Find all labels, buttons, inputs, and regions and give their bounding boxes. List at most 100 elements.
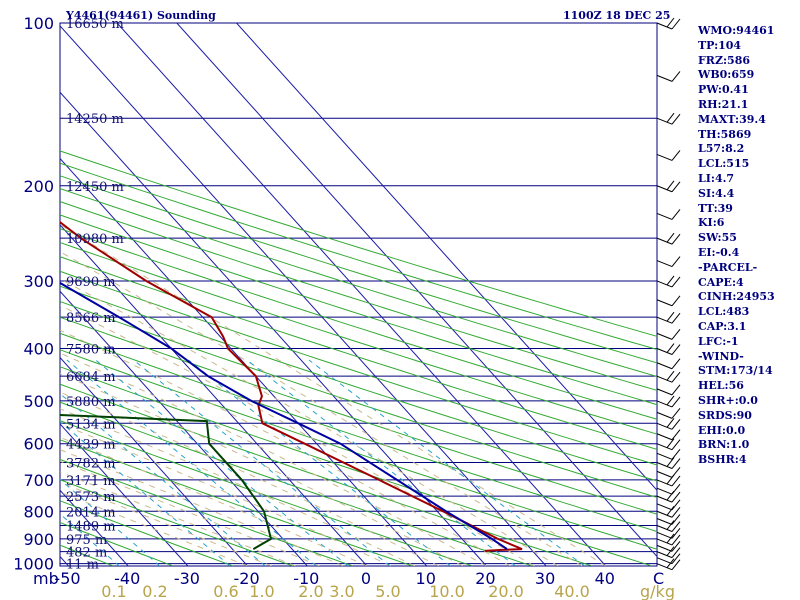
wind-barb-staff [656, 411, 673, 419]
wind-barb-flag [671, 527, 681, 539]
wind-barb-staff [656, 260, 673, 267]
wind-barb-staff [656, 237, 673, 245]
index-item: BSHR:4 [698, 453, 747, 467]
mixing-ratio-tick-label: 2.0 [298, 582, 323, 600]
wind-barb-flag [671, 71, 681, 82]
wind-barb [656, 395, 681, 408]
mixing-ratio-tick-label: 0.6 [213, 582, 238, 600]
wind-barb [656, 490, 681, 503]
temperature-tick-label: 20 [475, 569, 495, 588]
wind-barb-flag [666, 112, 675, 123]
wind-barb-flag [671, 458, 681, 469]
wind-barb-flag [671, 384, 681, 396]
wind-barb-flag [666, 395, 675, 406]
wind-barb-flag [671, 408, 681, 419]
isotherm-line [236, 23, 657, 491]
wind-barb-flag [666, 275, 675, 286]
mixing-ratio-line [133, 359, 391, 566]
wind-barb-flag [671, 491, 681, 503]
wind-barb-flag [671, 295, 681, 307]
wind-barb [656, 384, 681, 396]
wind-barb [656, 343, 681, 355]
index-item: SI:4.4 [698, 186, 735, 200]
dry-adiabat-line [60, 188, 657, 378]
isotherm-line [60, 157, 428, 566]
temperature-tick-label: 40 [595, 569, 615, 588]
wind-barb [656, 408, 681, 419]
height-label: 4439 m [66, 438, 116, 453]
dry-adiabat-line [60, 175, 657, 364]
isotherm-line [60, 356, 248, 566]
temperature-tick-label: -10 [293, 569, 319, 588]
mixing-ratio-line [308, 359, 585, 566]
wind-barb-flag [671, 418, 681, 430]
moist-adiabat-line [60, 223, 607, 566]
wind-barb-flag [671, 396, 681, 408]
plot-background [59, 22, 658, 567]
wind-barb-flag [666, 546, 675, 556]
wind-barb-flag [666, 490, 675, 501]
wind-barb [656, 457, 681, 469]
pressure-tick-label: 100 [23, 14, 54, 33]
wind-barb-staff [656, 551, 673, 559]
wind-barb-staff [656, 452, 673, 460]
height-label: 6684 m [66, 370, 116, 385]
dry-adiabat-line [60, 300, 657, 498]
wind-barb [656, 553, 681, 565]
moist-adiabat-line [60, 278, 559, 566]
dry-adiabat-line [60, 201, 657, 391]
index-item: LFC:-1 [698, 334, 739, 348]
wind-barb-staff [656, 487, 673, 495]
dry-adiabat-line [60, 162, 657, 350]
wind-barb-flag [671, 358, 681, 370]
wind-barb-flag [671, 506, 681, 518]
wind-barb-flag [671, 276, 681, 288]
isotherm-line [60, 91, 487, 566]
mixing-ratio-line [60, 392, 266, 566]
wind-barb [656, 417, 681, 430]
chart-datetime: 1100Z 18 DEC 25 [563, 9, 671, 22]
index-item: L57:8.2 [698, 142, 745, 156]
index-item: TH:5869 [698, 127, 752, 141]
pressure-tick-label: 1000 [13, 555, 54, 574]
wind-barb-flag [671, 429, 681, 441]
temperature-tick-label: 10 [416, 569, 436, 588]
temperature-tick-label: -40 [114, 569, 140, 588]
index-item: WMO:94461 [698, 24, 775, 37]
wind-barb-staff [656, 462, 673, 469]
moist-adiabat-lines [60, 223, 607, 566]
wind-barb-flag [671, 499, 681, 511]
wind-barb [656, 71, 681, 82]
dry-adiabat-line [60, 401, 533, 566]
dewpoint-line [60, 413, 273, 550]
wind-barb-staff [656, 22, 673, 30]
wind-barb-flag [666, 343, 675, 353]
wind-barb-staff [656, 510, 673, 518]
height-label: 5134 m [66, 417, 116, 432]
wind-barb-flag [671, 181, 681, 193]
wind-barb-staff [656, 316, 673, 324]
wind-barb [656, 17, 681, 30]
isotherm-lines [60, 23, 657, 566]
dry-adiabat-line [60, 521, 174, 566]
mixing-ratio-tick-label: 1.0 [249, 582, 274, 600]
wind-barb-flag [666, 180, 675, 191]
index-item: CINH:24953 [698, 290, 775, 304]
dry-adiabat-line [60, 366, 653, 566]
plot-frame [59, 22, 658, 567]
temperature-tick-label: 30 [535, 569, 555, 588]
wind-barb [656, 558, 681, 571]
index-item: LI:4.7 [698, 171, 735, 185]
wind-barb-flag [671, 312, 681, 324]
wind-barb-flag [671, 329, 681, 340]
isotherm-line [60, 25, 547, 566]
moist-adiabat-line [60, 449, 344, 566]
wind-barb [656, 112, 681, 125]
wind-barb [656, 448, 681, 460]
index-item: STM:173/14 [698, 364, 773, 378]
wind-barb-staff [656, 117, 673, 125]
index-item: SW:55 [698, 231, 737, 245]
wind-barb [656, 474, 681, 487]
